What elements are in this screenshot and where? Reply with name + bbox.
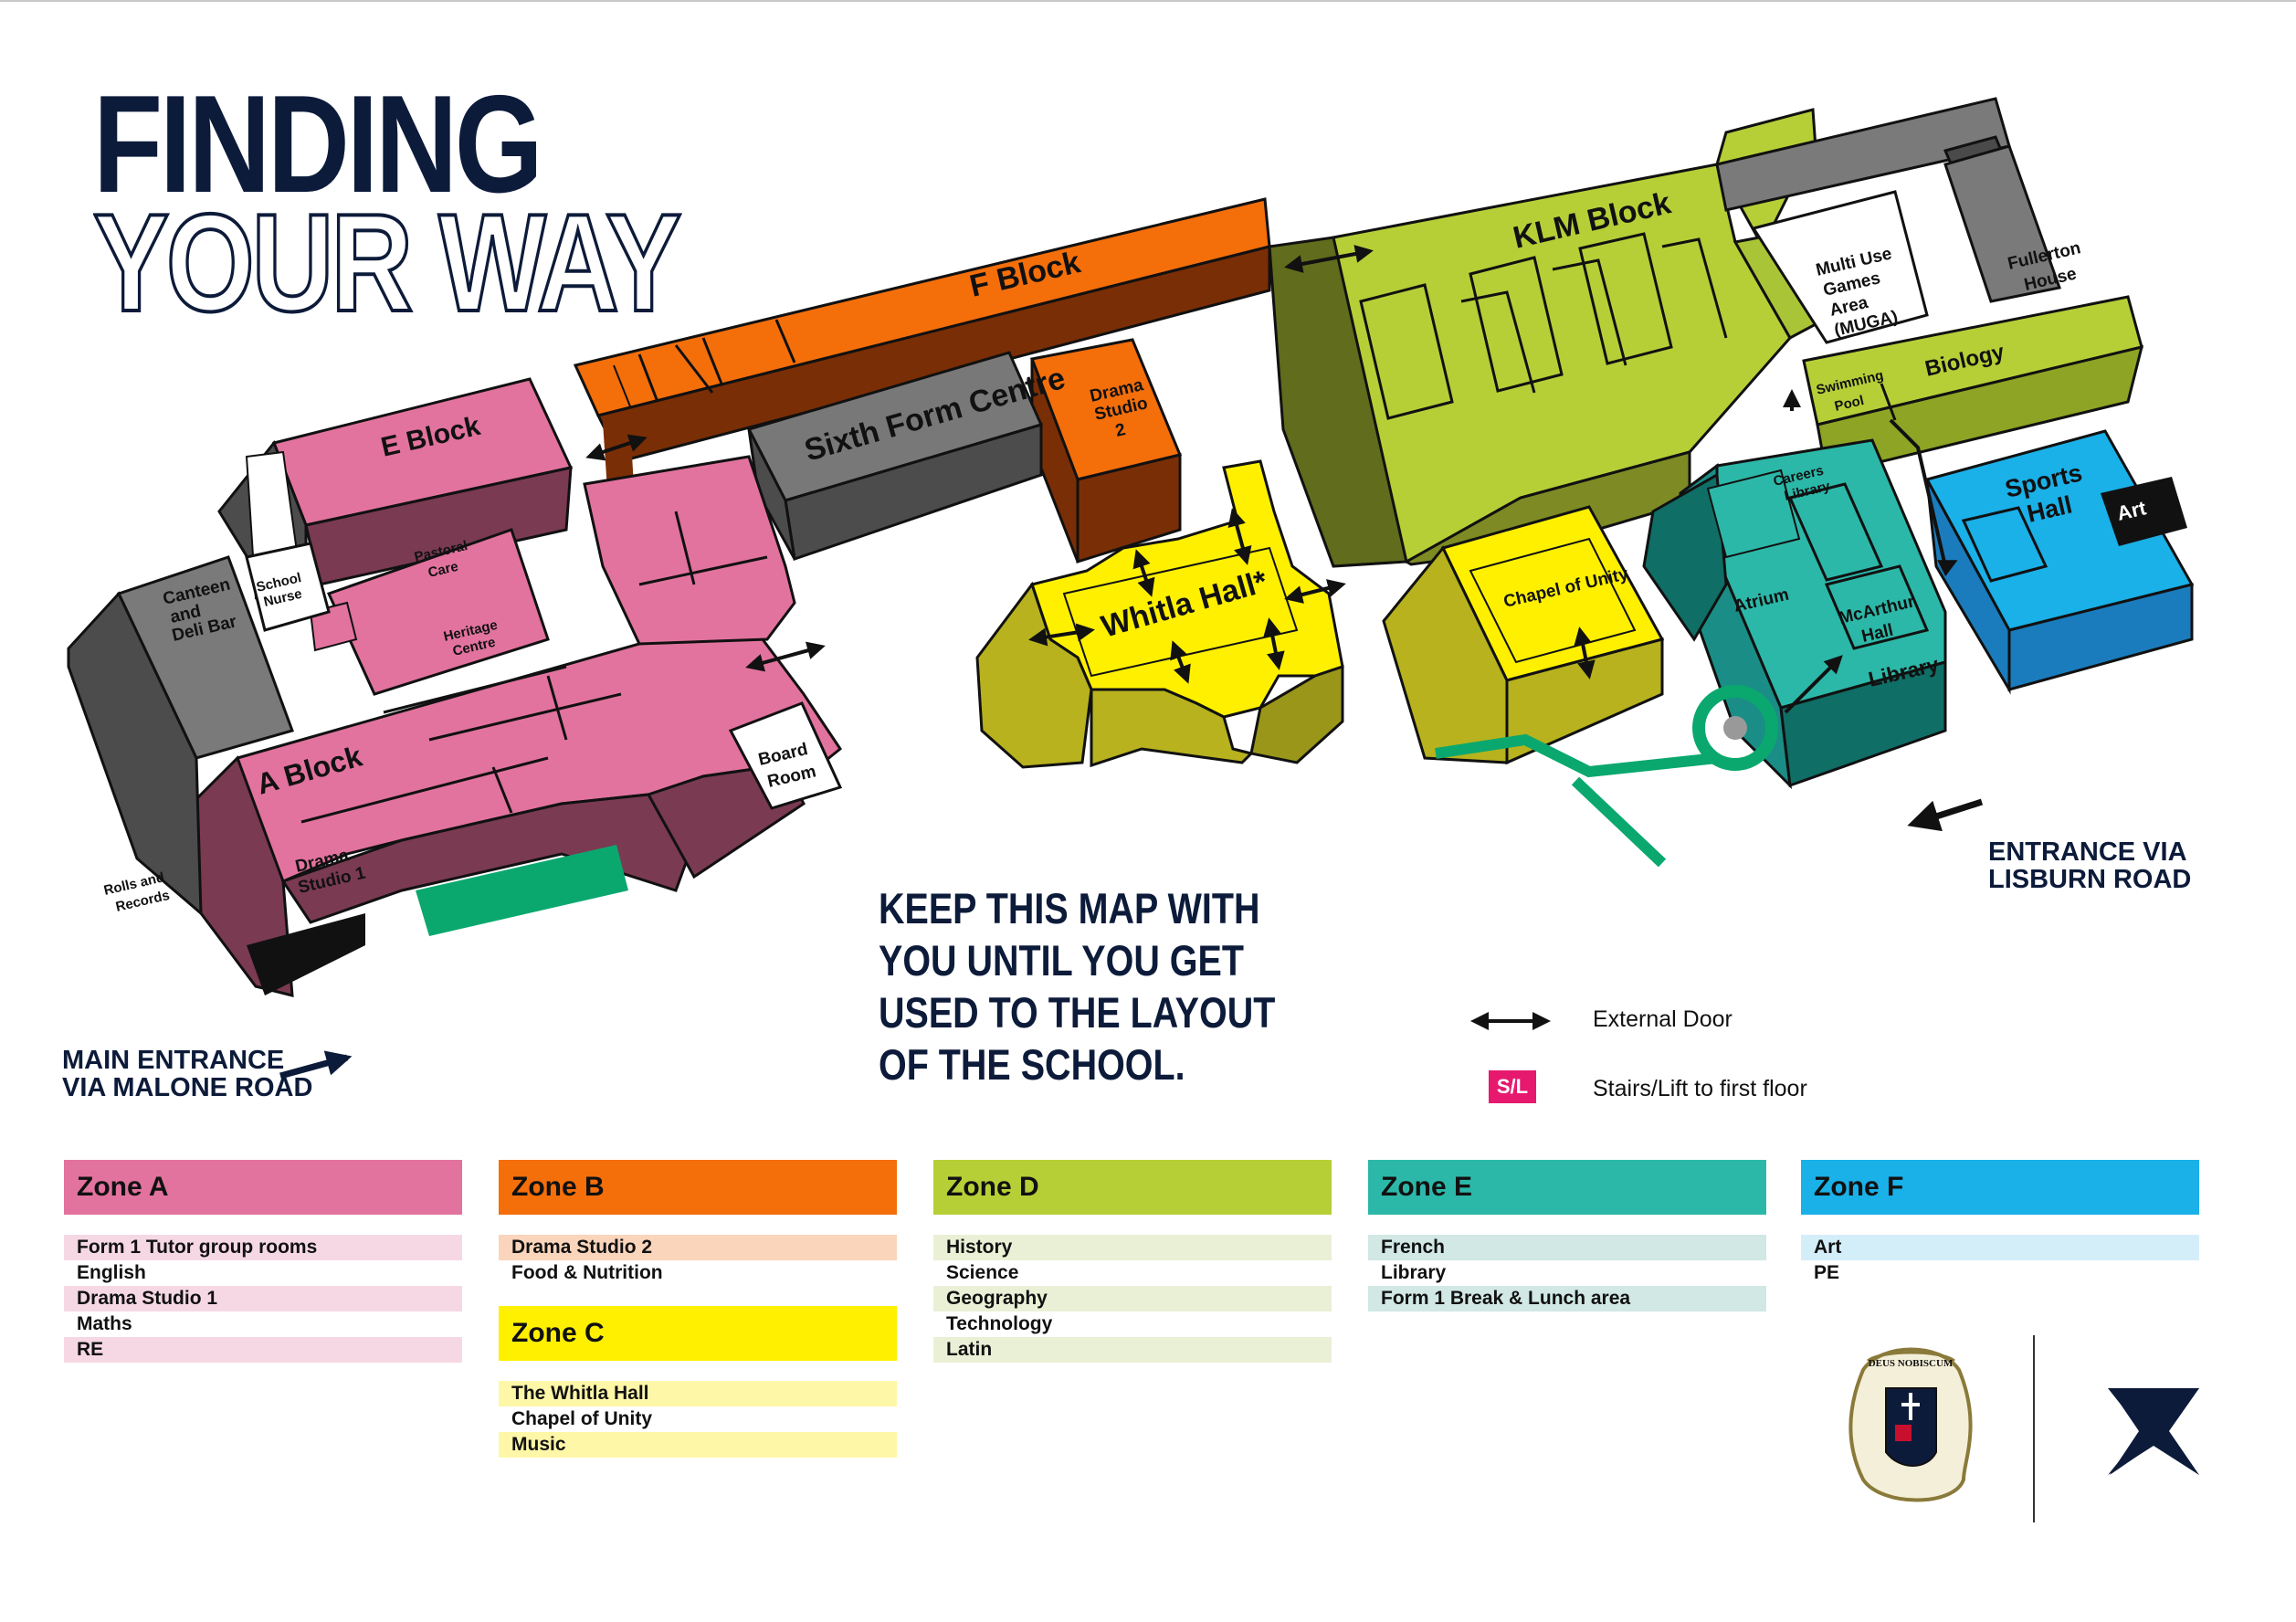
malone-arrow [279,1050,353,1080]
entrance-roundabout [1723,716,1747,740]
legend-external-door: External Door [1593,1006,1733,1032]
zone-a-item: Drama Studio 1 [64,1286,462,1311]
zone-c-panel: Zone C The Whitla Hall Chapel of Unity M… [499,1306,897,1458]
zone-d-item: Geography [933,1286,1332,1311]
zone-a-item: Form 1 Tutor group rooms [64,1235,462,1260]
label-drama2-3: 2 [1113,420,1127,441]
a-block [190,450,843,997]
zone-f-item: Art [1801,1235,2199,1260]
sixth-form-centre [746,351,1044,561]
zone-b-item: Drama Studio 2 [499,1235,897,1260]
lisburn-arrow [1907,798,1984,832]
zone-a-item: RE [64,1337,462,1363]
top-border [0,0,2296,2]
zone-d-item: History [933,1235,1332,1260]
sports-hall [1924,429,2195,695]
external-door-arrows [585,245,1958,714]
fullerton-area [1715,97,2144,477]
zone-c-item: Music [499,1432,897,1458]
zone-f-header: Zone F [1801,1160,2199,1215]
zone-d-item: Technology [946,1313,1053,1334]
zone-e-header: Zone E [1368,1160,1766,1215]
school-crest [1848,1347,1973,1502]
zone-c-header: Zone C [499,1306,897,1361]
zone-f-item: PE [1814,1262,1840,1283]
entrance-lisburn-line1: ENTRANCE VIA [1988,837,2187,867]
page-title-line2: YOUR WAY [91,185,683,341]
crest-motto: DEUS NOBISCUM [1869,1358,1954,1369]
canteen-block [67,542,331,917]
chapel-building [1382,505,1665,765]
entrance-lisburn: ENTRANCE VIA LISBURN ROAD [1988,838,2191,893]
legend-stairs: Stairs/Lift to first floor [1593,1076,1807,1101]
zone-c-item: Chapel of Unity [511,1408,653,1429]
zone-a-item: English [77,1262,146,1283]
zone-d-item: Science [946,1262,1019,1283]
entrance-lisburn-line2: LISBURN ROAD [1988,865,2192,894]
zone-e-item: Form 1 Break & Lunch area [1368,1286,1766,1311]
zone-b-header: Zone B [499,1160,897,1215]
zone-d-panel: Zone D History Science Geography Technol… [933,1160,1332,1363]
zone-b-panel: Zone B Drama Studio 2 Food & Nutrition [499,1160,897,1286]
zone-e-item: French [1368,1235,1766,1260]
legend-stairs-badge: S/L [1489,1070,1536,1103]
zone-e-panel: Zone E French Library Form 1 Break & Lun… [1368,1160,1766,1311]
zone-a-item: Maths [77,1313,132,1334]
green-zone-marker [416,845,628,936]
drama-studio-2-building [1029,338,1183,564]
label-pool-2: Pool [1833,393,1865,415]
zone-d-item: Latin [933,1337,1332,1363]
entrance-malone-line1: MAIN ENTRANCE [62,1046,285,1075]
zone-e-item: Library [1381,1262,1447,1283]
zone-a-header: Zone A [64,1160,462,1215]
zone-c-item: The Whitla Hall [499,1381,897,1406]
zone-d-header: Zone D [933,1160,1332,1215]
keep-map-notice: KEEP THIS MAP WITH YOU UNTIL YOU GET USE… [879,884,1276,1089]
zone-f-panel: Zone F Art PE [1801,1160,2199,1286]
page-title-line1: FINDING [93,67,543,222]
entrance-malone-line2: VIA MALONE ROAD [62,1073,313,1102]
logo-divider [2033,1335,2035,1522]
zone-a-panel: Zone A Form 1 Tutor group rooms English … [64,1160,462,1363]
entrance-malone: MAIN ENTRANCE VIA MALONE ROAD [62,1047,312,1101]
zone-b-item: Food & Nutrition [511,1262,663,1283]
cross-logo [2108,1388,2199,1475]
entrance-path [1435,685,1778,868]
